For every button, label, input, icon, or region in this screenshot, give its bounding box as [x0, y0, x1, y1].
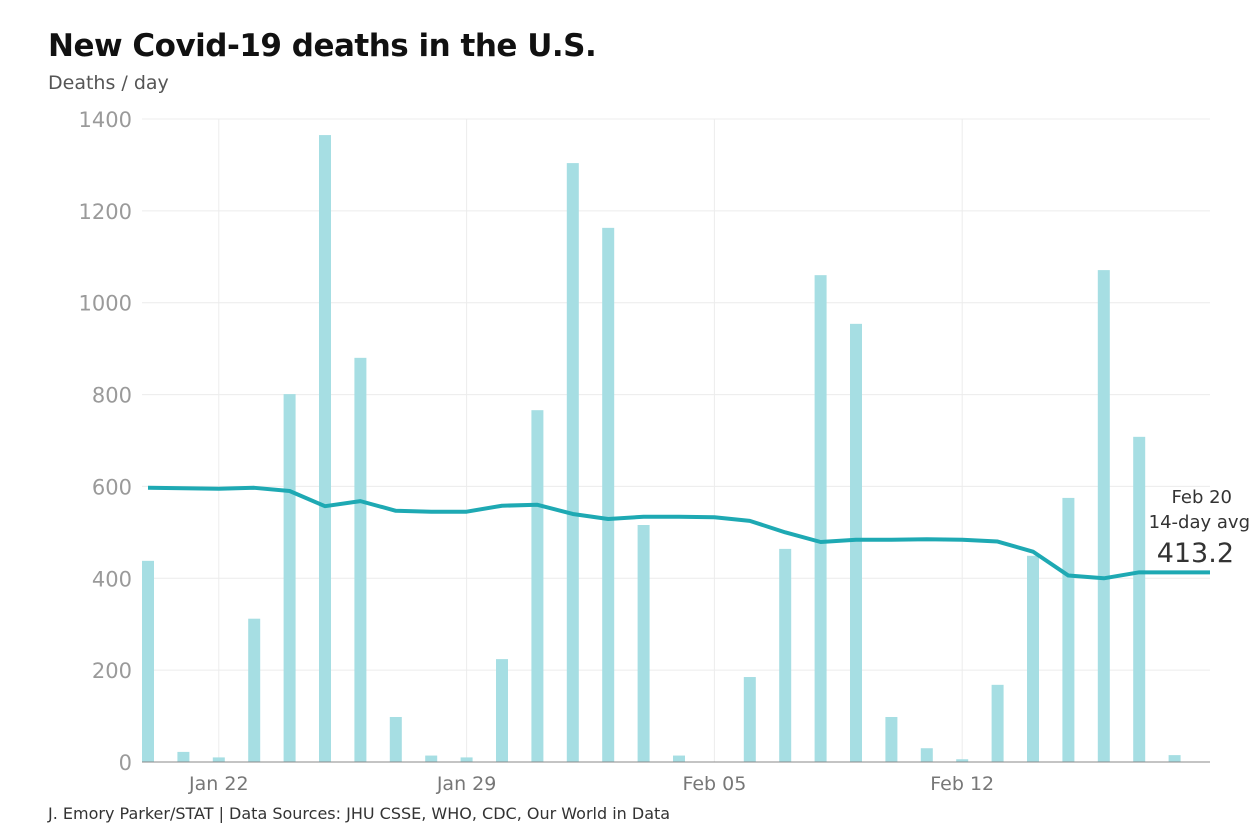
- x-tick-label: Jan 29: [436, 773, 497, 795]
- bar: [991, 684, 1004, 762]
- bar: [637, 525, 650, 762]
- bar: [850, 323, 862, 762]
- annotation-value: 413.2: [1157, 538, 1234, 569]
- chart-title: New Covid-19 deaths in the U.S.: [48, 28, 597, 64]
- bar: [142, 560, 154, 762]
- bar: [1027, 555, 1039, 762]
- x-tick-label: Jan 22: [188, 773, 249, 795]
- bar: [248, 618, 261, 762]
- y-tick-label: 1200: [79, 200, 132, 224]
- y-tick-label: 0: [119, 751, 132, 775]
- bar: [1097, 270, 1110, 762]
- bar: [496, 659, 508, 762]
- bar: [1133, 436, 1146, 762]
- y-tick-label: 200: [92, 659, 132, 683]
- y-tick-label: 600: [92, 475, 132, 499]
- y-tick-label: 1000: [79, 292, 132, 316]
- y-tick-label: 1400: [79, 108, 132, 132]
- bar: [212, 757, 225, 762]
- bar: [814, 275, 827, 762]
- avg-line: [147, 485, 1210, 581]
- x-tick-label: Feb 12: [930, 773, 994, 795]
- bar: [956, 759, 969, 762]
- bar: [389, 716, 402, 762]
- y-tick-label: 400: [92, 567, 132, 591]
- annotation-date: Feb 20: [1172, 487, 1233, 508]
- source-note: J. Emory Parker/STAT | Data Sources: JHU…: [48, 804, 671, 823]
- bar: [779, 548, 792, 762]
- y-tick-label: 800: [92, 384, 132, 408]
- chart-subtitle: Deaths / day: [48, 72, 169, 94]
- bar: [177, 751, 190, 762]
- annotation-label: 14-day avg: [1149, 512, 1250, 533]
- bar: [460, 757, 473, 762]
- x-tick-label: Feb 05: [682, 773, 746, 795]
- bar: [425, 755, 438, 762]
- bar: [319, 135, 331, 762]
- bar: [354, 357, 367, 762]
- bar: [1168, 755, 1181, 762]
- bar: [566, 163, 579, 762]
- bar: [743, 677, 756, 762]
- bar: [602, 227, 615, 762]
- bar: [885, 716, 898, 762]
- bar: [673, 755, 685, 762]
- bar: [920, 748, 933, 762]
- bar: [1062, 497, 1075, 762]
- bar: [283, 394, 296, 762]
- bar: [531, 410, 544, 762]
